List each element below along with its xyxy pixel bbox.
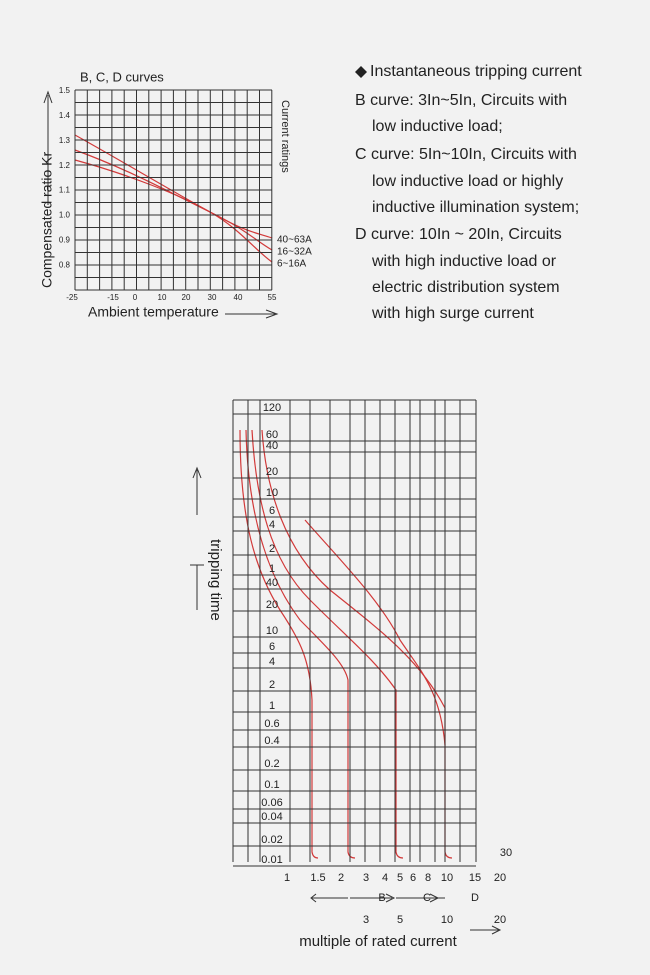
x-tick-label: -15 [107,293,119,302]
y-tick-label: 40 [266,577,278,589]
x-label: multiple of rated current [299,933,457,950]
x-tick-label: 1.5 [310,872,325,884]
zone-label: C [423,892,431,904]
y-tick-label: 40 [266,440,278,452]
x-tick-label: 1 [284,872,290,884]
y-tick-label: 1.1 [59,186,71,195]
bullet [355,66,367,78]
description-line: D curve: 10In ~ 20In, Circuits [355,226,562,243]
y-tick-label: 20 [266,599,278,611]
range-arrows [310,893,502,935]
y-tick-label: 6 [269,505,275,517]
y-tick-label: 20 [266,466,278,478]
chart-title: B, C, D curves [80,69,164,84]
y-tick-label: 60 [266,429,278,441]
y-tick-label: 10 [266,625,278,637]
y-tick-label: 0.2 [264,758,279,770]
x-tick-label: 3 [363,872,369,884]
x-tick-label: 40 [234,293,243,302]
y-arrow [43,90,53,205]
y-tick-label: 1 [269,700,275,712]
curve-label: 6~16A [277,259,307,270]
y-tick-label: 0.06 [261,797,282,809]
x-tick-label: 30 [500,847,512,859]
description-line: with high surge current [371,305,534,322]
description-line: electric distribution system [372,279,560,296]
y-tick-label: 10 [266,487,278,499]
trip-curve [261,429,453,859]
y-tick-label: 0.6 [264,718,279,730]
x-tick-label: 5 [397,914,403,926]
y-tick-label: 4 [269,519,275,531]
trip-curve [251,429,404,859]
x-tick-label: 55 [268,293,277,302]
x-tick-label: 6 [410,872,416,884]
y-tick-label: 0.8 [59,260,71,269]
x-tick-label: 10 [441,872,453,884]
description-line: low inductive load; [372,118,503,135]
x-tick-label: 5 [397,872,403,884]
x-label: Ambient temperature [88,304,219,320]
description-line: with high inductive load or [371,253,557,270]
y-tick-label: 2 [269,543,275,555]
y-label: tripping time [207,539,224,621]
y-tick-label: 1.4 [59,111,71,120]
curve-label: 16~32A [277,247,312,258]
y-label: Compensated ratio Kr [39,151,55,288]
y-tick-label: 0.4 [264,735,279,747]
zone-label: D [471,892,479,904]
x-tick-label: 15 [469,872,481,884]
x-tick-label: 20 [494,914,506,926]
y-tick-label: 1 [269,563,275,575]
y-arrow [190,466,204,610]
x-tick-label: 10 [158,293,167,302]
side-label: Current ratings [279,100,291,173]
trip-curve [239,429,319,859]
y-tick-label: 0.9 [59,236,71,245]
x-tick-label: 0 [133,293,138,302]
y-tick-label: 120 [263,402,281,414]
x-tick-label: 20 [494,872,506,884]
x-tick-label: 10 [441,914,453,926]
y-tick-label: 1.2 [59,161,71,170]
x-tick-label: 3 [363,914,369,926]
y-tick-label: 1.5 [59,86,71,95]
description-line: inductive illumination system; [372,199,579,216]
curve-label: 40~63A [277,235,312,246]
description-line: low inductive load or highly [372,173,563,190]
description-line: C curve: 5In~10In, Circuits with [355,146,577,163]
y-tick-label: 6 [269,641,275,653]
y-tick-label: 0.01 [261,854,282,866]
y-tick-label: 1.3 [59,136,71,145]
y-tick-label: 0.02 [261,834,282,846]
x-tick-label: 4 [382,872,388,884]
x-tick-label: 30 [208,293,217,302]
x-arrow [225,309,279,319]
curve [74,159,273,263]
x-tick-label: -25 [66,293,78,302]
zone-label: B [378,892,385,904]
x-tick-label: 8 [425,872,431,884]
heading: Instantaneous tripping current [370,63,582,80]
y-tick-label: 4 [269,656,275,668]
x-tick-label: 20 [182,293,191,302]
y-tick-label: 2 [269,679,275,691]
y-tick-label: 0.04 [261,811,282,823]
y-tick-label: 1.0 [59,211,71,220]
description-line: B curve: 3In~5In, Circuits with [355,92,567,109]
x-tick-label: 2 [338,872,344,884]
y-tick-label: 0.1 [264,779,279,791]
